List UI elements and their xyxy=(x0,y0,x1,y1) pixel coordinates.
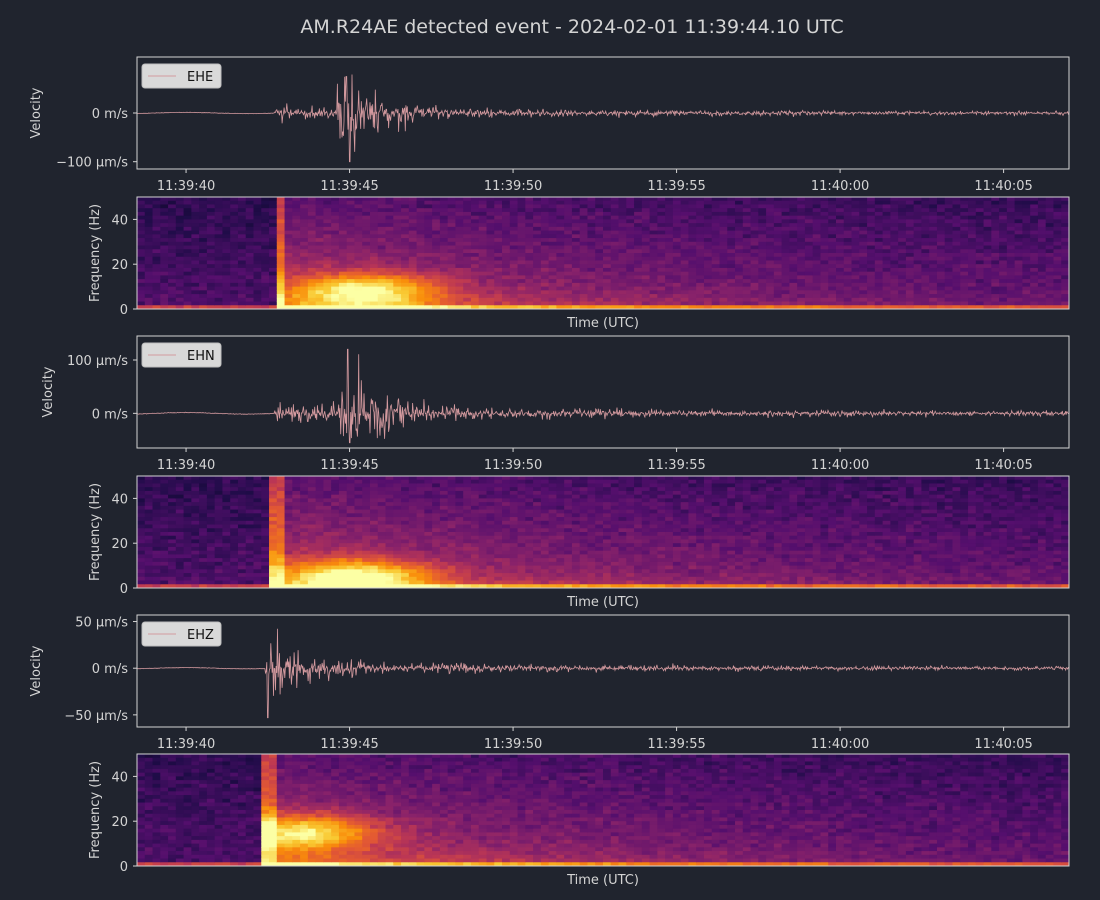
x-tick-label: 11:39:55 xyxy=(647,737,705,752)
spectrogram-panel-ehe: 0 20 40 Frequency (Hz) Time (UTC) xyxy=(88,196,1070,331)
x-tick-label: 11:39:45 xyxy=(320,458,378,473)
x-tick-label: 11:39:40 xyxy=(157,179,215,194)
y-tick-label: −100 µm/s xyxy=(56,156,128,171)
plot-frame xyxy=(136,753,1070,867)
y-tick-label: 0 m/s xyxy=(92,107,128,122)
panels-group: 0 m/s −100 µm/s 11:39:40 11:39:45 11:39:50 11… xyxy=(29,56,1070,888)
plot-frame xyxy=(136,196,1070,310)
y-axis-label: Frequency (Hz) xyxy=(88,204,103,302)
y-axis-label: Frequency (Hz) xyxy=(88,483,103,581)
y-tick-label: 0 xyxy=(120,303,128,318)
y-axis-label: Velocity xyxy=(41,366,56,417)
x-tick-label: 11:40:05 xyxy=(974,737,1032,752)
x-tick-label: 11:40:00 xyxy=(811,179,869,194)
plot-frame xyxy=(136,475,1070,589)
x-axis-label: Time (UTC) xyxy=(566,595,639,610)
y-tick-label: 0 m/s xyxy=(92,407,128,422)
waveform-panel-ehe: 0 m/s −100 µm/s 11:39:40 11:39:45 11:39:50 11… xyxy=(29,56,1070,194)
legend-box xyxy=(141,342,222,368)
x-tick-label: 11:39:55 xyxy=(647,179,705,194)
y-tick-label: 0 m/s xyxy=(92,662,128,677)
x-tick-label: 11:39:40 xyxy=(157,737,215,752)
x-tick-label: 11:39:50 xyxy=(484,179,542,194)
y-tick-label: 40 xyxy=(111,492,128,507)
y-axis-label: Frequency (Hz) xyxy=(88,761,103,859)
plot-frame xyxy=(136,614,1070,728)
figure-title: AM.R24AE detected event - 2024-02-01 11:… xyxy=(300,16,843,38)
y-tick-label: 0 xyxy=(120,582,128,597)
x-axis-label: Time (UTC) xyxy=(566,873,639,888)
legend-label: EHZ xyxy=(187,628,214,643)
y-tick-label: 50 µm/s xyxy=(75,616,128,631)
legend-label: EHN xyxy=(187,349,215,364)
x-tick-label: 11:39:45 xyxy=(320,179,378,194)
y-tick-label: 40 xyxy=(111,213,128,228)
x-tick-label: 11:40:05 xyxy=(974,179,1032,194)
x-tick-label: 11:39:50 xyxy=(484,458,542,473)
waveform-panel-ehn: 100 µm/s 0 m/s 11:39:40 11:39:45 11:39:50 11:… xyxy=(41,335,1070,473)
legend-box xyxy=(141,621,222,647)
y-tick-label: 20 xyxy=(111,815,128,830)
x-tick-label: 11:39:50 xyxy=(484,737,542,752)
legend-label: EHE xyxy=(187,70,213,85)
spectrogram-cells xyxy=(137,754,1069,866)
x-tick-label: 11:39:40 xyxy=(157,458,215,473)
waveform-trace xyxy=(137,628,1069,719)
spectrogram-panel-ehz: 0 20 40 Frequency (Hz) Time (UTC) xyxy=(88,753,1070,888)
x-tick-label: 11:39:45 xyxy=(320,737,378,752)
waveform-trace xyxy=(137,74,1069,163)
y-tick-label: 20 xyxy=(111,537,128,552)
waveform-panel-ehz: 50 µm/s 0 m/s −50 µm/s 11:39:40 11:39:45 11:3… xyxy=(29,614,1070,752)
y-tick-label: 40 xyxy=(111,770,128,785)
plot-area xyxy=(137,336,1069,448)
y-axis-label: Velocity xyxy=(29,87,44,138)
x-axis-label: Time (UTC) xyxy=(566,316,639,331)
y-tick-label: 0 xyxy=(120,860,128,875)
waveform-trace xyxy=(137,348,1069,444)
spectrogram-panel-ehn: 0 20 40 Frequency (Hz) Time (UTC) xyxy=(88,475,1070,610)
y-tick-label: 20 xyxy=(111,258,128,273)
x-tick-label: 11:40:00 xyxy=(811,737,869,752)
y-tick-label: −50 µm/s xyxy=(64,709,128,724)
plot-frame xyxy=(136,335,1070,449)
legend-box xyxy=(141,63,222,89)
spectrogram-cells xyxy=(137,197,1069,309)
spectrogram-cells xyxy=(137,476,1069,588)
y-axis-label: Velocity xyxy=(29,645,44,696)
x-tick-label: 11:40:00 xyxy=(811,458,869,473)
y-tick-label: 100 µm/s xyxy=(67,354,128,369)
x-tick-label: 11:39:55 xyxy=(647,458,705,473)
x-tick-label: 11:40:05 xyxy=(974,458,1032,473)
